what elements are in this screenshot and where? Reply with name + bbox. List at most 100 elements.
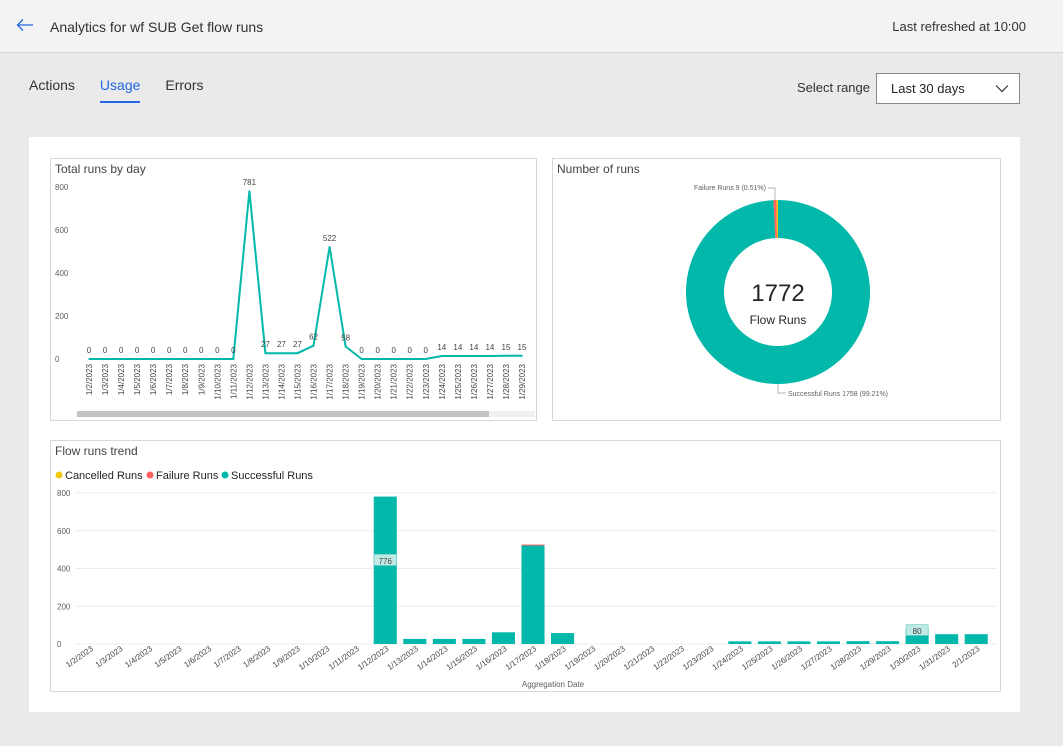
data-point: [457, 355, 459, 357]
y-tick-label: 0: [55, 355, 60, 364]
x-tick-label: 1/10/2023: [213, 363, 222, 399]
x-tick-label: 1/11/2023: [229, 363, 238, 399]
annotation-box: [373, 554, 397, 566]
y-tick-label: 800: [55, 183, 69, 192]
data-point: [424, 358, 427, 360]
data-point: [344, 345, 347, 348]
data-point: [200, 358, 203, 360]
flow-runs-trend-bar-chart: Cancelled Runs Failure Runs Successful Run…: [55, 470, 997, 689]
tab-bar: Actions Usage Errors: [29, 77, 229, 103]
total-runs-line-chart: 800 600 400 200 0 0 0 0 0 0 0 0 0 0 0 781 27 27 27 62 522 58 0…: [55, 178, 535, 417]
data-label: 27: [261, 340, 270, 349]
donut-slice-cancelled-runs: [776, 200, 778, 239]
failure-leader-line: [768, 187, 776, 200]
legend-marker: [221, 471, 229, 479]
x-tick-label: 1/3/2023: [94, 644, 125, 670]
donut-slice-successful-runs: [686, 200, 870, 384]
data-label: 0: [391, 346, 396, 355]
x-tick-label: 1/28/2023: [502, 363, 511, 399]
x-tick-label: 1/24/2023: [438, 363, 447, 399]
y-tick-label: 400: [57, 565, 71, 574]
data-point: [120, 358, 122, 360]
bar-successful: [935, 634, 959, 644]
back-button[interactable]: [14, 14, 36, 36]
data-point: [136, 358, 138, 360]
tab-actions[interactable]: Actions: [29, 77, 75, 93]
x-tick-label: 1/17/2023: [326, 363, 335, 399]
x-tick-label: 1/25/2023: [740, 644, 775, 672]
flow-runs-trend-card: Flow runs trend Cancelled Runs Failure Ru…: [50, 440, 1001, 692]
bar-failure: [521, 544, 545, 546]
x-tick-label: 1/24/2023: [711, 644, 746, 672]
bar-successful: [462, 638, 486, 644]
range-label: Select range: [797, 80, 870, 95]
x-tick-label: 1/10/2023: [297, 644, 332, 672]
x-tick-label: 1/14/2023: [415, 644, 450, 672]
data-label: 62: [309, 333, 318, 342]
data-point: [104, 358, 106, 360]
data-label: 15: [502, 343, 511, 352]
number-of-runs-card: Number of runs 1772 Flow Runs Failure Runs…: [552, 158, 1001, 421]
data-label: 0: [103, 346, 108, 355]
x-tick-label: 1/5/2023: [153, 644, 184, 670]
data-point: [505, 354, 507, 357]
success-leader-line: [777, 384, 786, 394]
bar-successful: [432, 638, 456, 644]
data-label: 0: [231, 346, 236, 355]
x-tick-label: 2/1/2023: [951, 644, 982, 670]
x-tick-label: 1/23/2023: [681, 644, 716, 672]
data-label: 522: [323, 234, 337, 243]
failure-runs-label: Failure Runs 9 (0.51%): [694, 185, 766, 192]
data-label: 0: [135, 346, 140, 355]
x-tick-label: 1/6/2023: [149, 363, 158, 395]
donut-slice-failure-runs: [773, 200, 778, 239]
x-tick-label: 1/21/2023: [390, 363, 399, 399]
bar-successful: [373, 496, 397, 644]
annotation-box: [905, 624, 929, 636]
data-label: 15: [518, 343, 527, 352]
y-tick-label: 400: [55, 269, 69, 278]
x-tick-label: 1/5/2023: [133, 363, 142, 395]
data-label: 0: [359, 346, 364, 355]
x-tick-label: 1/9/2023: [197, 363, 206, 395]
y-tick-label: 600: [55, 226, 69, 235]
data-point: [232, 358, 235, 360]
data-label: 0: [375, 346, 380, 355]
tab-usage[interactable]: Usage: [99, 77, 141, 103]
x-tick-label: 1/18/2023: [342, 363, 351, 399]
x-tick-label: 1/15/2023: [293, 363, 302, 399]
x-axis-title: Aggregation Date: [522, 680, 585, 689]
x-tick-label: 1/4/2023: [123, 644, 154, 670]
number-of-runs-donut: 1772 Flow Runs Failure Runs 9 (0.51%) Succe…: [686, 185, 888, 398]
data-point: [88, 358, 90, 360]
bar-successful: [521, 545, 545, 644]
x-tick-label: 1/29/2023: [858, 644, 893, 672]
donut-center-label: Flow Runs: [750, 313, 807, 327]
successful-runs-label: Successful Runs 1758 (99.21%): [788, 391, 888, 398]
bar-successful: [403, 638, 427, 644]
x-tick-label: 1/2/2023: [64, 644, 95, 670]
x-tick-label: 1/27/2023: [799, 644, 834, 672]
horizontal-scrollbar[interactable]: [77, 411, 489, 417]
bar-successful: [964, 634, 988, 644]
bar-successful: [816, 641, 841, 644]
y-tick-label: 200: [57, 602, 71, 611]
x-tick-label: 1/11/2023: [327, 644, 361, 672]
data-label: 27: [293, 340, 302, 349]
y-tick-label: 0: [57, 640, 62, 649]
x-tick-label: 1/28/2023: [829, 644, 864, 672]
data-label: 0: [87, 346, 92, 355]
tab-errors[interactable]: Errors: [165, 77, 204, 93]
data-label: 0: [183, 346, 188, 355]
data-label: 0: [215, 346, 220, 355]
data-point: [473, 355, 475, 357]
data-point: [392, 358, 395, 360]
range-dropdown[interactable]: Last 30 days: [876, 73, 1020, 104]
x-tick-label: 1/22/2023: [652, 644, 687, 672]
x-tick-label: 1/7/2023: [165, 363, 174, 395]
y-tick-label: 600: [57, 527, 71, 536]
chevron-down-icon: [995, 85, 1009, 93]
data-label: 0: [199, 346, 204, 355]
data-point: [312, 344, 315, 347]
x-tick-label: 1/13/2023: [386, 644, 421, 672]
